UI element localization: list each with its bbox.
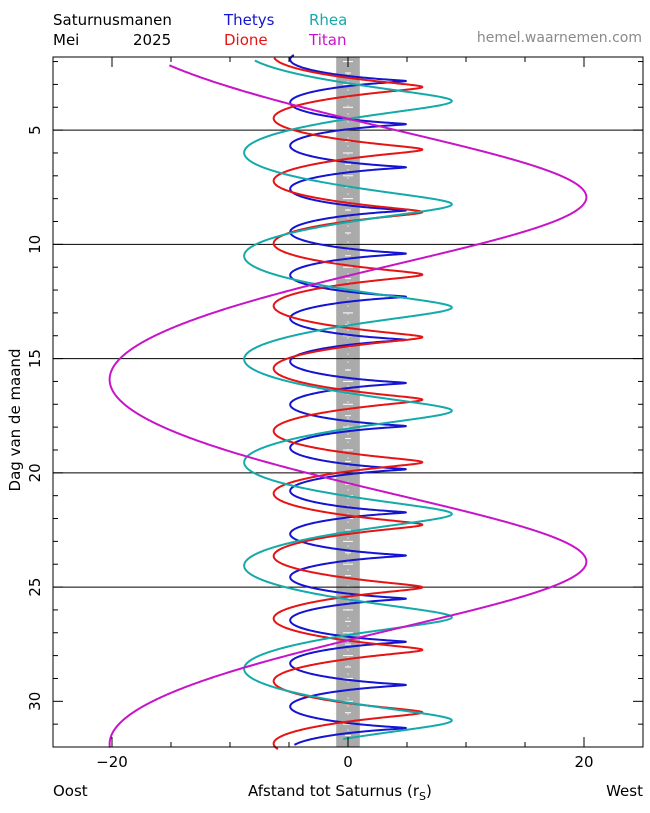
x-tick-label-0: 0 bbox=[343, 753, 353, 771]
legend-thetys-label: Thetys bbox=[224, 11, 275, 29]
legend-titan-label: Titan bbox=[309, 31, 347, 49]
legend-rhea: Rhea bbox=[309, 11, 347, 29]
orbit-titan bbox=[108, 64, 588, 748]
year-label: 2025 bbox=[133, 31, 172, 49]
x-axis-label-sub: S bbox=[419, 790, 427, 803]
x-axis-label: Afstand tot Saturnus (rS) bbox=[248, 782, 432, 803]
east-label: Oost bbox=[53, 782, 88, 800]
y-tick-label-25: 25 bbox=[26, 578, 44, 597]
y-tick-label-30: 30 bbox=[26, 692, 44, 711]
y-tick-label-20: 20 bbox=[26, 463, 44, 482]
y-tick-label-10: 10 bbox=[26, 235, 44, 254]
chart-title: Saturnusmanen bbox=[53, 11, 172, 29]
legend-dione-label: Dione bbox=[224, 31, 268, 49]
y-axis-label: Dag van de maand bbox=[6, 349, 24, 492]
west-label: West bbox=[606, 782, 643, 800]
y-tick-label-15: 15 bbox=[26, 349, 44, 368]
x-tick-label--20: −20 bbox=[96, 753, 128, 771]
legend-dione: Dione bbox=[224, 31, 268, 49]
legend-titan: Titan bbox=[309, 31, 346, 49]
legend-rhea-label: Rhea bbox=[309, 11, 348, 29]
y-tick-label-5: 5 bbox=[26, 125, 44, 135]
x-tick-label-20: 20 bbox=[574, 753, 593, 771]
site-link[interactable]: hemel.waarnemen.com bbox=[476, 30, 642, 46]
month-label: Mei bbox=[53, 31, 80, 49]
x-axis-label-text: Afstand tot Saturnus (r bbox=[248, 782, 420, 800]
legend-thetys: Thetys bbox=[224, 11, 274, 29]
x-axis-label-close: ) bbox=[426, 782, 432, 800]
